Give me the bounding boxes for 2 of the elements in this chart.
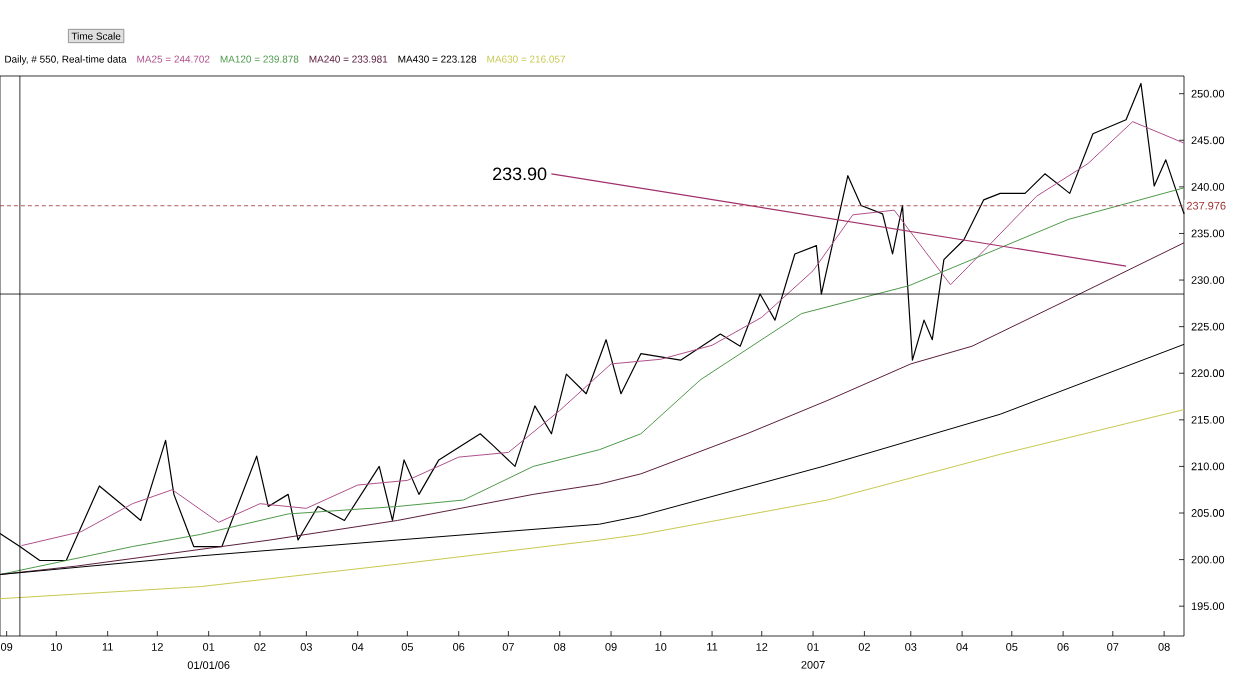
line-series: [0, 409, 1185, 600]
annotation: 233.90: [493, 167, 547, 181]
